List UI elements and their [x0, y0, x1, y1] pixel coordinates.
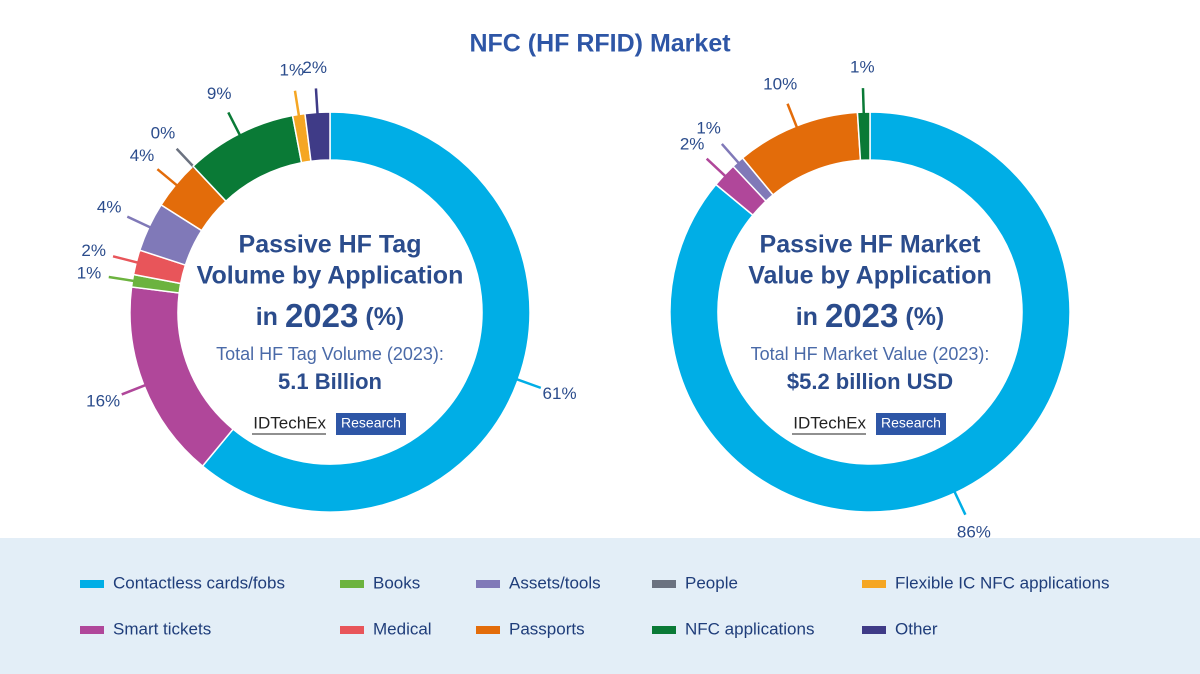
legend-label: People [685, 573, 738, 592]
value-label: 1% [850, 58, 875, 77]
value-label: 61% [543, 384, 577, 403]
value-label: 9% [207, 84, 232, 103]
legend-label: Books [373, 573, 420, 592]
legend-label: Smart tickets [113, 619, 211, 638]
center-title: Passive HF Market [760, 231, 982, 259]
leader-line [861, 88, 866, 117]
total-value: 5.1 Billion [278, 369, 382, 394]
chart-title: NFC (HF RFID) Market [469, 30, 731, 58]
total-label: Total HF Market Value (2023): [751, 344, 990, 364]
value-label: 10% [763, 75, 797, 94]
logo-brand: IDTechEx [793, 413, 866, 432]
leader-line [952, 488, 967, 516]
legend-label: Contactless cards/fobs [113, 573, 285, 592]
value-label: 2% [680, 134, 705, 153]
legend-swatch [80, 626, 104, 634]
logo-box [336, 413, 406, 435]
legend-swatch [340, 626, 364, 634]
leader-line [720, 143, 742, 166]
value-label: 16% [86, 391, 120, 410]
value-label: 1% [77, 263, 102, 282]
donut-slice [201, 111, 531, 513]
logo-tag: Research [881, 415, 941, 431]
center-year-line: in 2023 (%) [796, 297, 945, 334]
center-year-part: (%) [905, 303, 944, 331]
donut-slice [304, 111, 331, 163]
donut-slice [129, 286, 235, 468]
center-title: Passive HF Tag [239, 231, 422, 259]
leader-line [126, 215, 154, 230]
value-label: 1% [696, 118, 721, 137]
legend-swatch [476, 580, 500, 588]
logo-box [876, 413, 946, 435]
leader-line [513, 377, 542, 390]
legend-swatch [652, 580, 676, 588]
donut-slice [669, 111, 1071, 513]
center-title: Volume by Application [197, 262, 464, 290]
leader-line [705, 157, 728, 179]
legend-label: NFC applications [685, 619, 814, 638]
center-title: Value by Application [748, 262, 992, 290]
legend-label: Passports [509, 619, 585, 638]
total-value: $5.2 billion USD [787, 369, 953, 394]
center-year-part: 2023 [825, 297, 898, 334]
leader-line [293, 90, 301, 119]
value-label: 86% [957, 522, 991, 541]
center-year-part: 2023 [285, 297, 358, 334]
legend-swatch [80, 580, 104, 588]
legend-swatch [340, 580, 364, 588]
center-year-part: (%) [365, 303, 404, 331]
leader-line [108, 275, 137, 283]
donut-slice [856, 111, 871, 162]
legend-label: Other [895, 619, 938, 638]
leader-line [112, 255, 141, 265]
logo-brand: IDTechEx [253, 413, 326, 432]
value-label: 1% [280, 60, 305, 79]
value-label: 4% [130, 146, 155, 165]
leader-line [786, 103, 800, 131]
leader-line [314, 88, 319, 117]
center-year-part: in [256, 303, 278, 331]
legend-label: Flexible IC NFC applications [895, 573, 1109, 592]
value-label: 0% [151, 124, 176, 143]
leader-line [227, 111, 243, 138]
legend-band [0, 538, 1200, 674]
value-label: 2% [302, 58, 327, 77]
center-year-line: in 2023 (%) [256, 297, 405, 334]
center-year-part: in [796, 303, 818, 331]
total-label: Total HF Tag Volume (2023): [216, 344, 444, 364]
legend-swatch [652, 626, 676, 634]
legend-swatch [862, 626, 886, 634]
logo-tag: Research [341, 415, 401, 431]
leader-line [156, 168, 180, 189]
legend-swatch [862, 580, 886, 588]
leader-line [121, 382, 149, 396]
legend-label: Assets/tools [509, 573, 601, 592]
legend-label: Medical [373, 619, 432, 638]
value-label: 4% [97, 198, 122, 217]
legend-swatch [476, 626, 500, 634]
value-label: 2% [81, 241, 106, 260]
